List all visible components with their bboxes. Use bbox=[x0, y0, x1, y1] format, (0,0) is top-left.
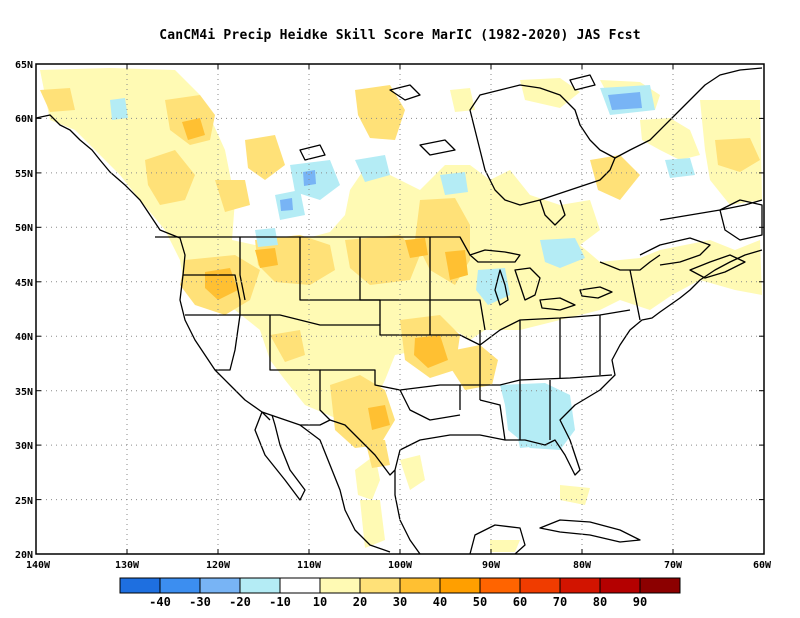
lat-label-55n: 55N bbox=[15, 169, 33, 180]
colorbar-box-13 bbox=[599, 577, 641, 594]
colorbar-label-13: 90 bbox=[633, 595, 647, 609]
lat-label-20n: 20N bbox=[15, 550, 33, 561]
lon-label-80w: 80W bbox=[573, 560, 592, 571]
map-title: CanCM4i Precip Heidke Skill Score MarIC … bbox=[159, 28, 641, 43]
colorbar-labels: -40 -30 -20 -10 10 20 30 40 50 60 70 80 … bbox=[149, 595, 647, 609]
gridlines bbox=[36, 64, 764, 554]
coastlines-and-borders bbox=[36, 67, 763, 554]
lat-label-45n: 45N bbox=[15, 278, 33, 289]
lon-label-140w: 140W bbox=[26, 560, 51, 571]
colorbar-box-10 bbox=[479, 577, 521, 594]
colorbar-label-6: 20 bbox=[353, 595, 367, 609]
latitude-labels: 65N 60N 55N 50N 45N 40N 35N 30N 25N 20N bbox=[15, 60, 33, 561]
colorbar-label-5: 10 bbox=[313, 595, 327, 609]
colorbar-box-6 bbox=[319, 577, 361, 594]
colorbar-label-4: -10 bbox=[269, 595, 291, 609]
lat-label-25n: 25N bbox=[15, 496, 33, 507]
lat-label-60n: 60N bbox=[15, 114, 33, 125]
colorbar-box-3 bbox=[199, 577, 241, 594]
colorbar-label-2: -30 bbox=[189, 595, 211, 609]
colorbar-box-7 bbox=[359, 577, 401, 594]
colorbar-box-8 bbox=[399, 577, 441, 594]
lat-label-30n: 30N bbox=[15, 441, 33, 452]
colorbar: -40 -30 -20 -10 10 20 30 40 50 60 70 80 … bbox=[119, 577, 681, 609]
colorbar-label-9: 50 bbox=[473, 595, 487, 609]
colorbar-box-4 bbox=[239, 577, 281, 594]
lon-label-90w: 90W bbox=[482, 560, 501, 571]
axis-ticks bbox=[36, 64, 764, 554]
lon-label-100w: 100W bbox=[388, 560, 413, 571]
colorbar-box-1 bbox=[119, 577, 161, 594]
lat-label-35n: 35N bbox=[15, 387, 33, 398]
lon-label-60w: 60W bbox=[753, 560, 772, 571]
colorbar-box-11 bbox=[519, 577, 561, 594]
colorbar-label-1: -40 bbox=[149, 595, 171, 609]
lon-label-110w: 110W bbox=[297, 560, 322, 571]
colorbar-label-7: 30 bbox=[393, 595, 407, 609]
skill-shading bbox=[40, 68, 762, 552]
colorbar-box-12 bbox=[559, 577, 601, 594]
colorbar-box-9 bbox=[439, 577, 481, 594]
lat-label-40n: 40N bbox=[15, 332, 33, 343]
colorbar-label-11: 70 bbox=[553, 595, 567, 609]
colorbar-label-12: 80 bbox=[593, 595, 607, 609]
lon-label-70w: 70W bbox=[664, 560, 683, 571]
colorbar-box-14 bbox=[639, 577, 681, 594]
lat-label-50n: 50N bbox=[15, 223, 33, 234]
lon-label-130w: 130W bbox=[115, 560, 140, 571]
lat-label-65n: 65N bbox=[15, 60, 33, 71]
colorbar-label-8: 40 bbox=[433, 595, 447, 609]
colorbar-label-3: -20 bbox=[229, 595, 251, 609]
lon-label-120w: 120W bbox=[206, 560, 231, 571]
colorbar-box-5 bbox=[279, 577, 321, 594]
colorbar-label-10: 60 bbox=[513, 595, 527, 609]
colorbar-box-2 bbox=[159, 577, 201, 594]
colorbar-boxes bbox=[119, 577, 681, 594]
longitude-labels: 140W 130W 120W 110W 100W 90W 80W 70W 60W bbox=[26, 560, 772, 571]
